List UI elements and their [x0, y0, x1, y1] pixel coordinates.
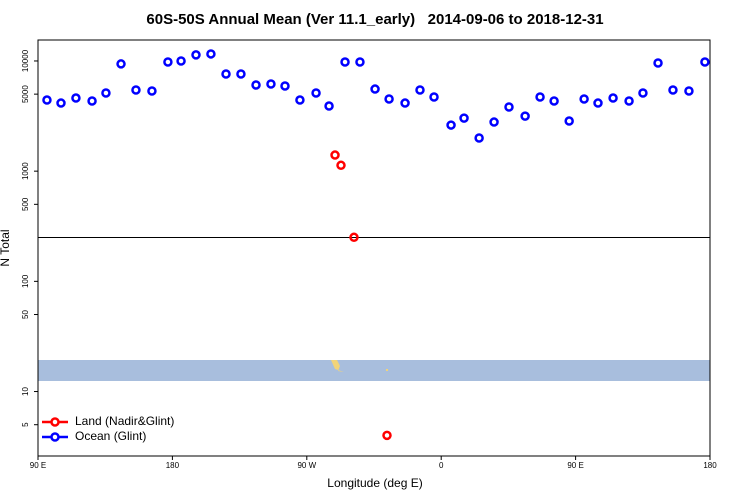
point — [251, 80, 261, 90]
point — [429, 92, 439, 102]
point — [349, 232, 359, 243]
point — [191, 50, 201, 60]
point — [116, 59, 126, 69]
point — [638, 88, 648, 98]
map-land — [331, 360, 344, 372]
point — [668, 85, 678, 95]
legend-label: Land (Nadir&Glint) — [75, 414, 174, 428]
y-tick-label: 10000 — [21, 49, 30, 72]
point — [384, 94, 394, 104]
point — [336, 160, 346, 171]
point — [564, 116, 574, 126]
x-tick-label: 180 — [166, 461, 180, 470]
point — [504, 102, 514, 112]
point — [147, 86, 157, 96]
y-tick-label: 10 — [21, 387, 30, 396]
x-tick-label: 90 W — [297, 461, 316, 470]
point — [101, 88, 111, 98]
point — [549, 96, 559, 106]
point — [236, 69, 246, 79]
x-tick-label: 0 — [439, 461, 444, 470]
point — [459, 113, 469, 123]
point — [653, 58, 663, 68]
point — [593, 98, 603, 108]
point — [370, 84, 380, 94]
point — [400, 98, 410, 108]
y-tick-label: 5000 — [21, 85, 30, 103]
point — [415, 85, 425, 95]
point — [355, 57, 365, 67]
x-tick-label: 90 E — [30, 461, 46, 470]
point — [311, 88, 321, 98]
point — [340, 57, 350, 67]
point — [280, 81, 290, 91]
point — [163, 57, 173, 67]
point — [56, 98, 66, 108]
x-axis-label: Longitude (deg E) — [327, 476, 422, 490]
point — [221, 69, 231, 79]
legend-label: Ocean (Glint) — [75, 429, 146, 443]
point — [330, 150, 340, 160]
plot-frame — [37, 39, 711, 457]
point — [71, 93, 81, 103]
chart-title: 60S-50S Annual Mean (Ver 11.1_early) 201… — [146, 11, 603, 28]
point — [382, 430, 392, 441]
point — [684, 86, 694, 96]
map-land — [386, 369, 388, 371]
x-tick-label: 180 — [703, 461, 717, 470]
point — [520, 111, 530, 121]
y-tick-label: 500 — [21, 197, 30, 211]
point — [176, 56, 186, 66]
legend-marker — [50, 432, 60, 442]
y-tick-label: 100 — [21, 274, 30, 288]
point — [42, 95, 52, 105]
point — [700, 57, 710, 67]
point — [131, 85, 141, 95]
y-tick-label: 1000 — [21, 162, 30, 180]
map-band — [38, 360, 710, 381]
point — [446, 120, 456, 130]
y-tick-label: 50 — [21, 310, 30, 319]
x-tick-label: 90 E — [567, 461, 583, 470]
point — [324, 101, 334, 111]
point — [624, 96, 634, 106]
point — [87, 96, 97, 106]
y-tick-label: 5 — [21, 422, 30, 427]
point — [608, 93, 618, 103]
legend-marker — [50, 417, 60, 427]
point — [579, 94, 589, 104]
point — [535, 92, 545, 102]
y-axis-label: N Total — [0, 229, 12, 266]
point — [489, 117, 499, 127]
point — [295, 95, 305, 105]
point — [474, 133, 484, 143]
point — [206, 49, 216, 59]
point — [266, 79, 276, 89]
